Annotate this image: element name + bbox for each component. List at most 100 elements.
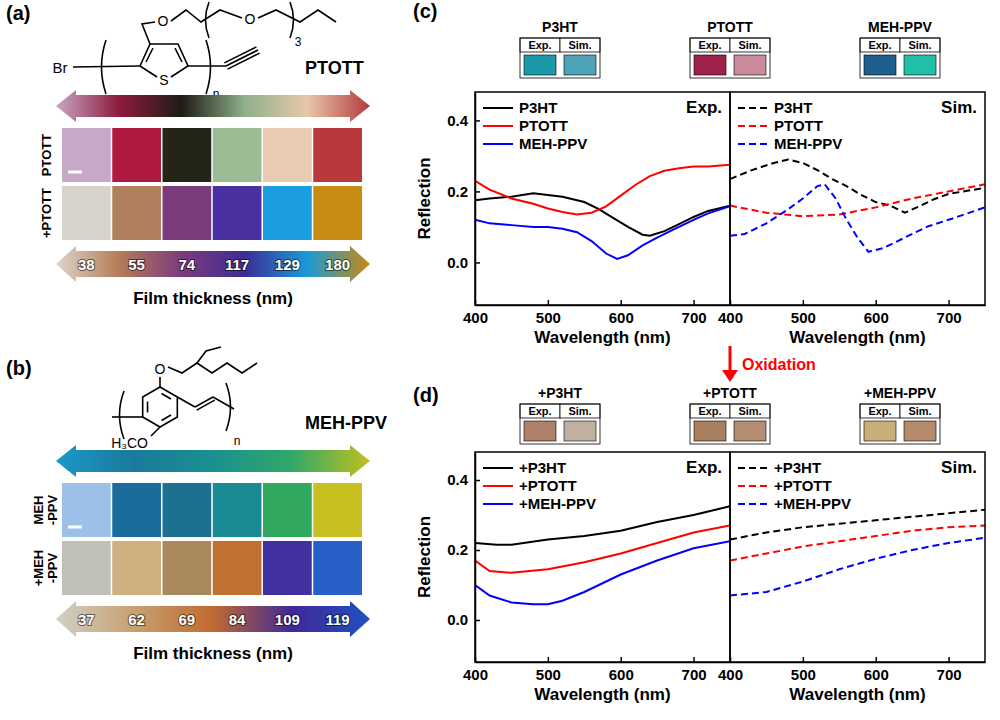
thickness-label: 109	[275, 611, 300, 628]
y-axis-tick-label: 0.2	[447, 183, 468, 200]
bond	[258, 10, 336, 22]
box-label: Exp.	[868, 39, 891, 51]
y-axis-tick-label: 0.2	[447, 541, 468, 558]
color-box	[524, 55, 556, 75]
color-box	[524, 421, 556, 441]
data-line	[475, 165, 730, 215]
box-label: Sim.	[568, 39, 591, 51]
legend-line	[738, 125, 768, 127]
x-axis-tick: 500	[536, 300, 561, 326]
x-axis-tick-label: 700	[937, 309, 962, 326]
y-axis-tick: 0.4	[447, 112, 480, 129]
color-swatch	[163, 541, 212, 595]
color-box	[564, 421, 596, 441]
thickness-label: 117	[225, 256, 249, 273]
chemical-structure: OH₃COn	[111, 347, 257, 451]
data-line	[730, 159, 985, 212]
thickness-label: 38	[78, 256, 95, 273]
box-label: Exp.	[698, 39, 721, 51]
color-swatch	[313, 483, 362, 537]
box-frame	[860, 404, 940, 444]
axis-title: Reflection	[415, 516, 434, 598]
x-axis-line	[731, 305, 986, 307]
box-header-cell	[730, 38, 770, 52]
axis-title: Wavelength (nm)	[534, 328, 670, 347]
x-axis-tick-label: 700	[682, 309, 707, 326]
y-axis-tick-mark	[475, 262, 480, 264]
bracket	[206, 40, 211, 94]
box-label: Exp.	[528, 405, 551, 417]
bond	[147, 402, 149, 413]
color-swatch	[213, 128, 262, 182]
x-axis: 400500600700	[718, 300, 986, 326]
bond	[161, 393, 170, 398]
x-axis-tick-mark	[875, 657, 877, 662]
x-axis-line	[476, 305, 731, 307]
data-line	[730, 184, 985, 251]
legend-line	[483, 503, 513, 505]
x-axis-tick-label: 400	[463, 666, 488, 683]
axis-title: Wavelength (nm)	[789, 328, 925, 347]
x-axis-tick-label: 600	[864, 666, 889, 683]
oxidized-gradient-arrow	[56, 246, 370, 282]
legend-label: +PTOTT	[774, 477, 832, 494]
row-label: +PTOTT	[39, 188, 54, 238]
x-axis-tick: 400	[718, 657, 743, 683]
x-axis-tick-mark	[875, 300, 877, 305]
color-swatch	[313, 541, 362, 595]
color-swatch	[62, 186, 111, 240]
thickness-label: 74	[179, 256, 196, 273]
data-line	[730, 510, 985, 540]
legend-line	[483, 107, 513, 109]
color-swatch	[263, 186, 312, 240]
y-axis-tick: 0.4	[447, 471, 480, 488]
bond	[151, 427, 160, 436]
plot-lines	[730, 510, 985, 596]
thickness-label: 37	[78, 611, 95, 628]
color-box	[734, 55, 766, 75]
legend-label: PTOTT	[774, 117, 823, 134]
legend-line	[483, 467, 513, 469]
bond	[168, 363, 257, 373]
y-axis-tick-mark	[475, 550, 480, 552]
box-frame	[690, 38, 770, 78]
legend-label: MEH-PPV	[774, 135, 842, 152]
color-box	[864, 55, 896, 75]
bond	[140, 44, 188, 77]
legend-label: P3HT	[519, 99, 557, 116]
thickness-label: 69	[179, 611, 196, 628]
x-axis-tick-label: 700	[682, 666, 707, 683]
x-axis-tick-label: 600	[609, 309, 634, 326]
color-swatch	[62, 128, 111, 182]
box-title: P3HT	[542, 19, 578, 35]
thickness-label: 129	[275, 256, 300, 273]
box-title: PTOTT	[707, 19, 753, 35]
structure-label: 3	[295, 35, 302, 49]
plot-frame	[475, 92, 730, 305]
structure-label: n	[234, 434, 241, 448]
y-axis-line	[475, 453, 477, 663]
bond	[228, 53, 260, 69]
bond	[73, 66, 140, 67]
box-header-cell	[730, 404, 770, 418]
thickness-label: 62	[128, 611, 145, 628]
color-swatch	[62, 541, 111, 595]
color-swatch	[112, 186, 161, 240]
subplot-title: Exp.	[686, 458, 722, 477]
bracket	[206, 2, 210, 38]
subplot-title: Exp.	[686, 98, 722, 117]
legend-label: +MEH-PPV	[774, 495, 851, 512]
y-axis-tick: 0.0	[447, 254, 480, 271]
box-label: Sim.	[908, 405, 931, 417]
legend-line	[738, 503, 768, 505]
color-box	[694, 55, 726, 75]
color-gradient-arrow	[56, 90, 370, 122]
x-axis-tick-mark	[730, 657, 732, 662]
box-header-cell	[690, 404, 730, 418]
data-line	[475, 541, 730, 604]
x-axis-tick-mark	[803, 300, 805, 305]
color-box	[904, 421, 936, 441]
axis-title: Film thickness (nm)	[133, 644, 293, 663]
bond	[177, 397, 195, 407]
bond	[224, 47, 256, 63]
